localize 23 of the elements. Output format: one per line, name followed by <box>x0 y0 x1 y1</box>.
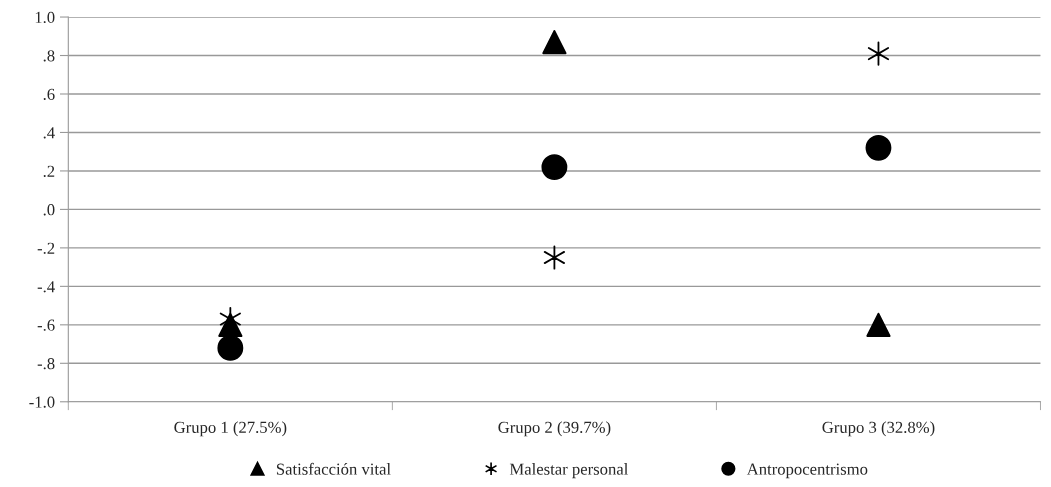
point <box>541 154 568 181</box>
y-tick-label: -1.0 <box>29 396 55 408</box>
point <box>866 312 891 337</box>
point <box>542 29 567 55</box>
y-tick-label: -.8 <box>37 358 55 370</box>
point <box>865 134 892 161</box>
x-tick-label: Grupo 2 (39.7%) <box>498 421 611 437</box>
legend-label: Antropocentrismo <box>746 463 868 479</box>
y-tick-label: 1.0 <box>35 11 55 24</box>
point <box>543 245 566 270</box>
y-tick-label: .6 <box>43 88 55 101</box>
y-tick-label: .4 <box>43 127 55 139</box>
x-tick-label: Grupo 3 (32.8%) <box>822 421 935 437</box>
y-tick-label: -.2 <box>37 242 55 254</box>
y-tick-label: .8 <box>43 50 55 62</box>
y-tick-label: .0 <box>43 204 55 216</box>
y-tick-label: -.4 <box>37 281 55 293</box>
point <box>217 334 244 361</box>
y-tick-label: -.6 <box>37 319 55 331</box>
legend-label: Malestar personal <box>509 463 629 479</box>
y-tick-label: .2 <box>43 165 55 177</box>
x-tick-label: Grupo 1 (27.5%) <box>174 421 287 437</box>
legend-label: Satisfacción vital <box>276 462 391 475</box>
